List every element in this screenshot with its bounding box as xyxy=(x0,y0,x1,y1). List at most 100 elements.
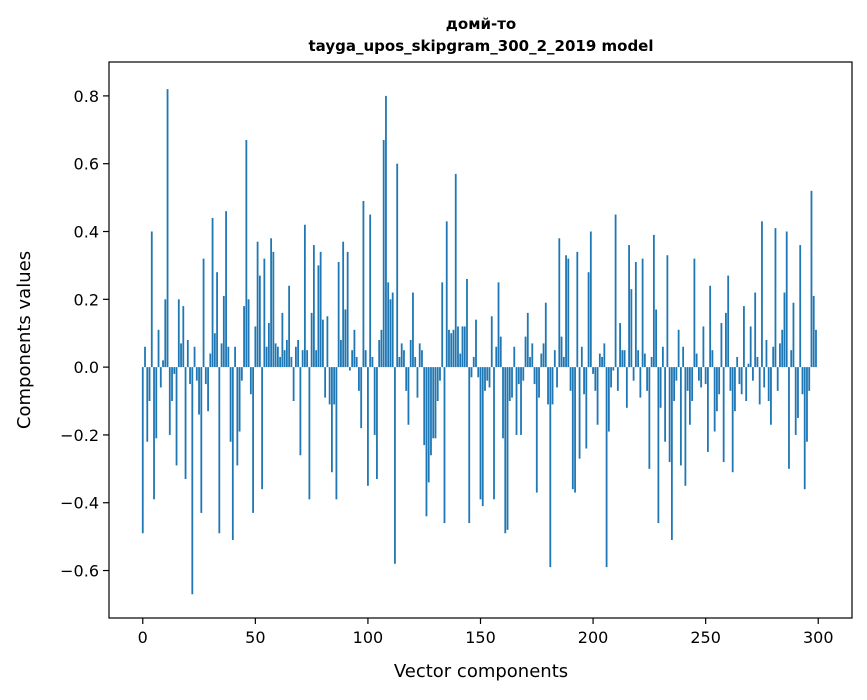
bar-12 xyxy=(168,367,171,435)
bar-133 xyxy=(441,282,444,368)
bar-56 xyxy=(267,323,270,368)
bar-71 xyxy=(301,350,304,368)
bar-62 xyxy=(281,312,284,368)
bar-280 xyxy=(772,346,775,368)
bar-58 xyxy=(272,251,275,368)
bar-66 xyxy=(290,356,293,368)
bar-162 xyxy=(506,367,509,530)
bar-148 xyxy=(475,319,477,368)
bar-242 xyxy=(686,367,689,391)
bar-14 xyxy=(173,367,176,374)
bar-229 xyxy=(657,367,660,524)
bar-216 xyxy=(628,245,630,368)
y-axis-label: Components values xyxy=(14,251,35,429)
bar-115 xyxy=(400,343,403,368)
bar-114 xyxy=(398,356,401,368)
bar-208 xyxy=(610,367,612,388)
bar-269 xyxy=(747,363,750,368)
bar-6 xyxy=(155,367,158,439)
bar-99 xyxy=(364,350,367,368)
bar-265 xyxy=(738,367,741,385)
bar-298 xyxy=(812,295,815,368)
bar-228 xyxy=(655,309,658,368)
bar-54 xyxy=(263,258,266,368)
bar-89 xyxy=(342,241,345,368)
bar-108 xyxy=(385,95,387,368)
bar-224 xyxy=(646,367,649,391)
bar-191 xyxy=(571,367,574,490)
bar-3 xyxy=(148,367,151,402)
bar-128 xyxy=(430,367,432,456)
bar-169 xyxy=(522,367,525,381)
bar-42 xyxy=(236,367,239,466)
bar-7 xyxy=(157,329,160,368)
y-tick-label: 0.4 xyxy=(74,223,99,242)
bar-131 xyxy=(436,367,439,402)
bar-83 xyxy=(328,367,331,405)
bar-263 xyxy=(734,367,736,412)
bar-38 xyxy=(227,346,230,368)
y-tick-label: 0.0 xyxy=(74,358,99,377)
bar-176 xyxy=(538,367,540,398)
y-tick-label: 0.2 xyxy=(74,290,99,309)
bar-262 xyxy=(731,367,734,473)
bar-230 xyxy=(659,367,662,408)
bar-259 xyxy=(725,312,727,368)
bar-152 xyxy=(484,367,486,391)
bar-85 xyxy=(333,367,336,405)
bar-241 xyxy=(684,367,687,486)
bar-247 xyxy=(698,367,700,381)
bar-22 xyxy=(191,367,194,595)
bar-36 xyxy=(222,295,225,368)
bar-232 xyxy=(664,367,667,442)
bar-244 xyxy=(691,367,694,402)
bar-231 xyxy=(661,346,664,368)
bar-57 xyxy=(270,238,273,368)
bar-180 xyxy=(547,367,549,405)
bar-184 xyxy=(556,367,558,388)
bar-126 xyxy=(425,367,428,517)
bar-141 xyxy=(459,353,462,368)
bar-296 xyxy=(808,367,811,391)
bar-88 xyxy=(340,340,342,368)
bar-94 xyxy=(353,329,356,368)
bar-278 xyxy=(767,367,770,402)
bar-33 xyxy=(216,272,218,368)
bar-204 xyxy=(601,356,603,368)
bar-32 xyxy=(213,333,216,368)
bar-53 xyxy=(261,367,263,490)
bar-185 xyxy=(558,238,561,368)
bar-119 xyxy=(409,340,412,368)
bar-237 xyxy=(675,367,678,381)
bar-179 xyxy=(544,302,547,368)
bar-156 xyxy=(493,367,495,500)
bar-206 xyxy=(605,367,608,568)
bar-186 xyxy=(560,336,563,368)
bar-235 xyxy=(670,367,673,541)
bar-25 xyxy=(198,367,200,415)
bar-219 xyxy=(634,262,637,368)
bar-283 xyxy=(779,343,781,368)
bar-164 xyxy=(511,367,513,398)
bar-101 xyxy=(369,214,372,368)
bar-213 xyxy=(621,350,624,368)
x-tick-label: 150 xyxy=(465,628,496,647)
bar-68 xyxy=(294,346,297,368)
bar-13 xyxy=(171,367,173,402)
bar-251 xyxy=(707,367,709,452)
bar-270 xyxy=(749,326,752,368)
bar-209 xyxy=(612,367,615,371)
bar-255 xyxy=(716,367,718,412)
bar-24 xyxy=(195,367,198,381)
bar-245 xyxy=(693,258,696,368)
bar-189 xyxy=(567,258,570,368)
bar-221 xyxy=(639,367,642,398)
bar-40 xyxy=(231,367,234,541)
bar-281 xyxy=(774,228,777,368)
chart-subtitle: tayga_upos_skipgram_300_2_2019 model xyxy=(309,37,654,55)
bar-31 xyxy=(211,217,214,368)
bar-61 xyxy=(279,356,282,368)
bar-287 xyxy=(788,367,790,469)
bar-51 xyxy=(256,241,259,368)
